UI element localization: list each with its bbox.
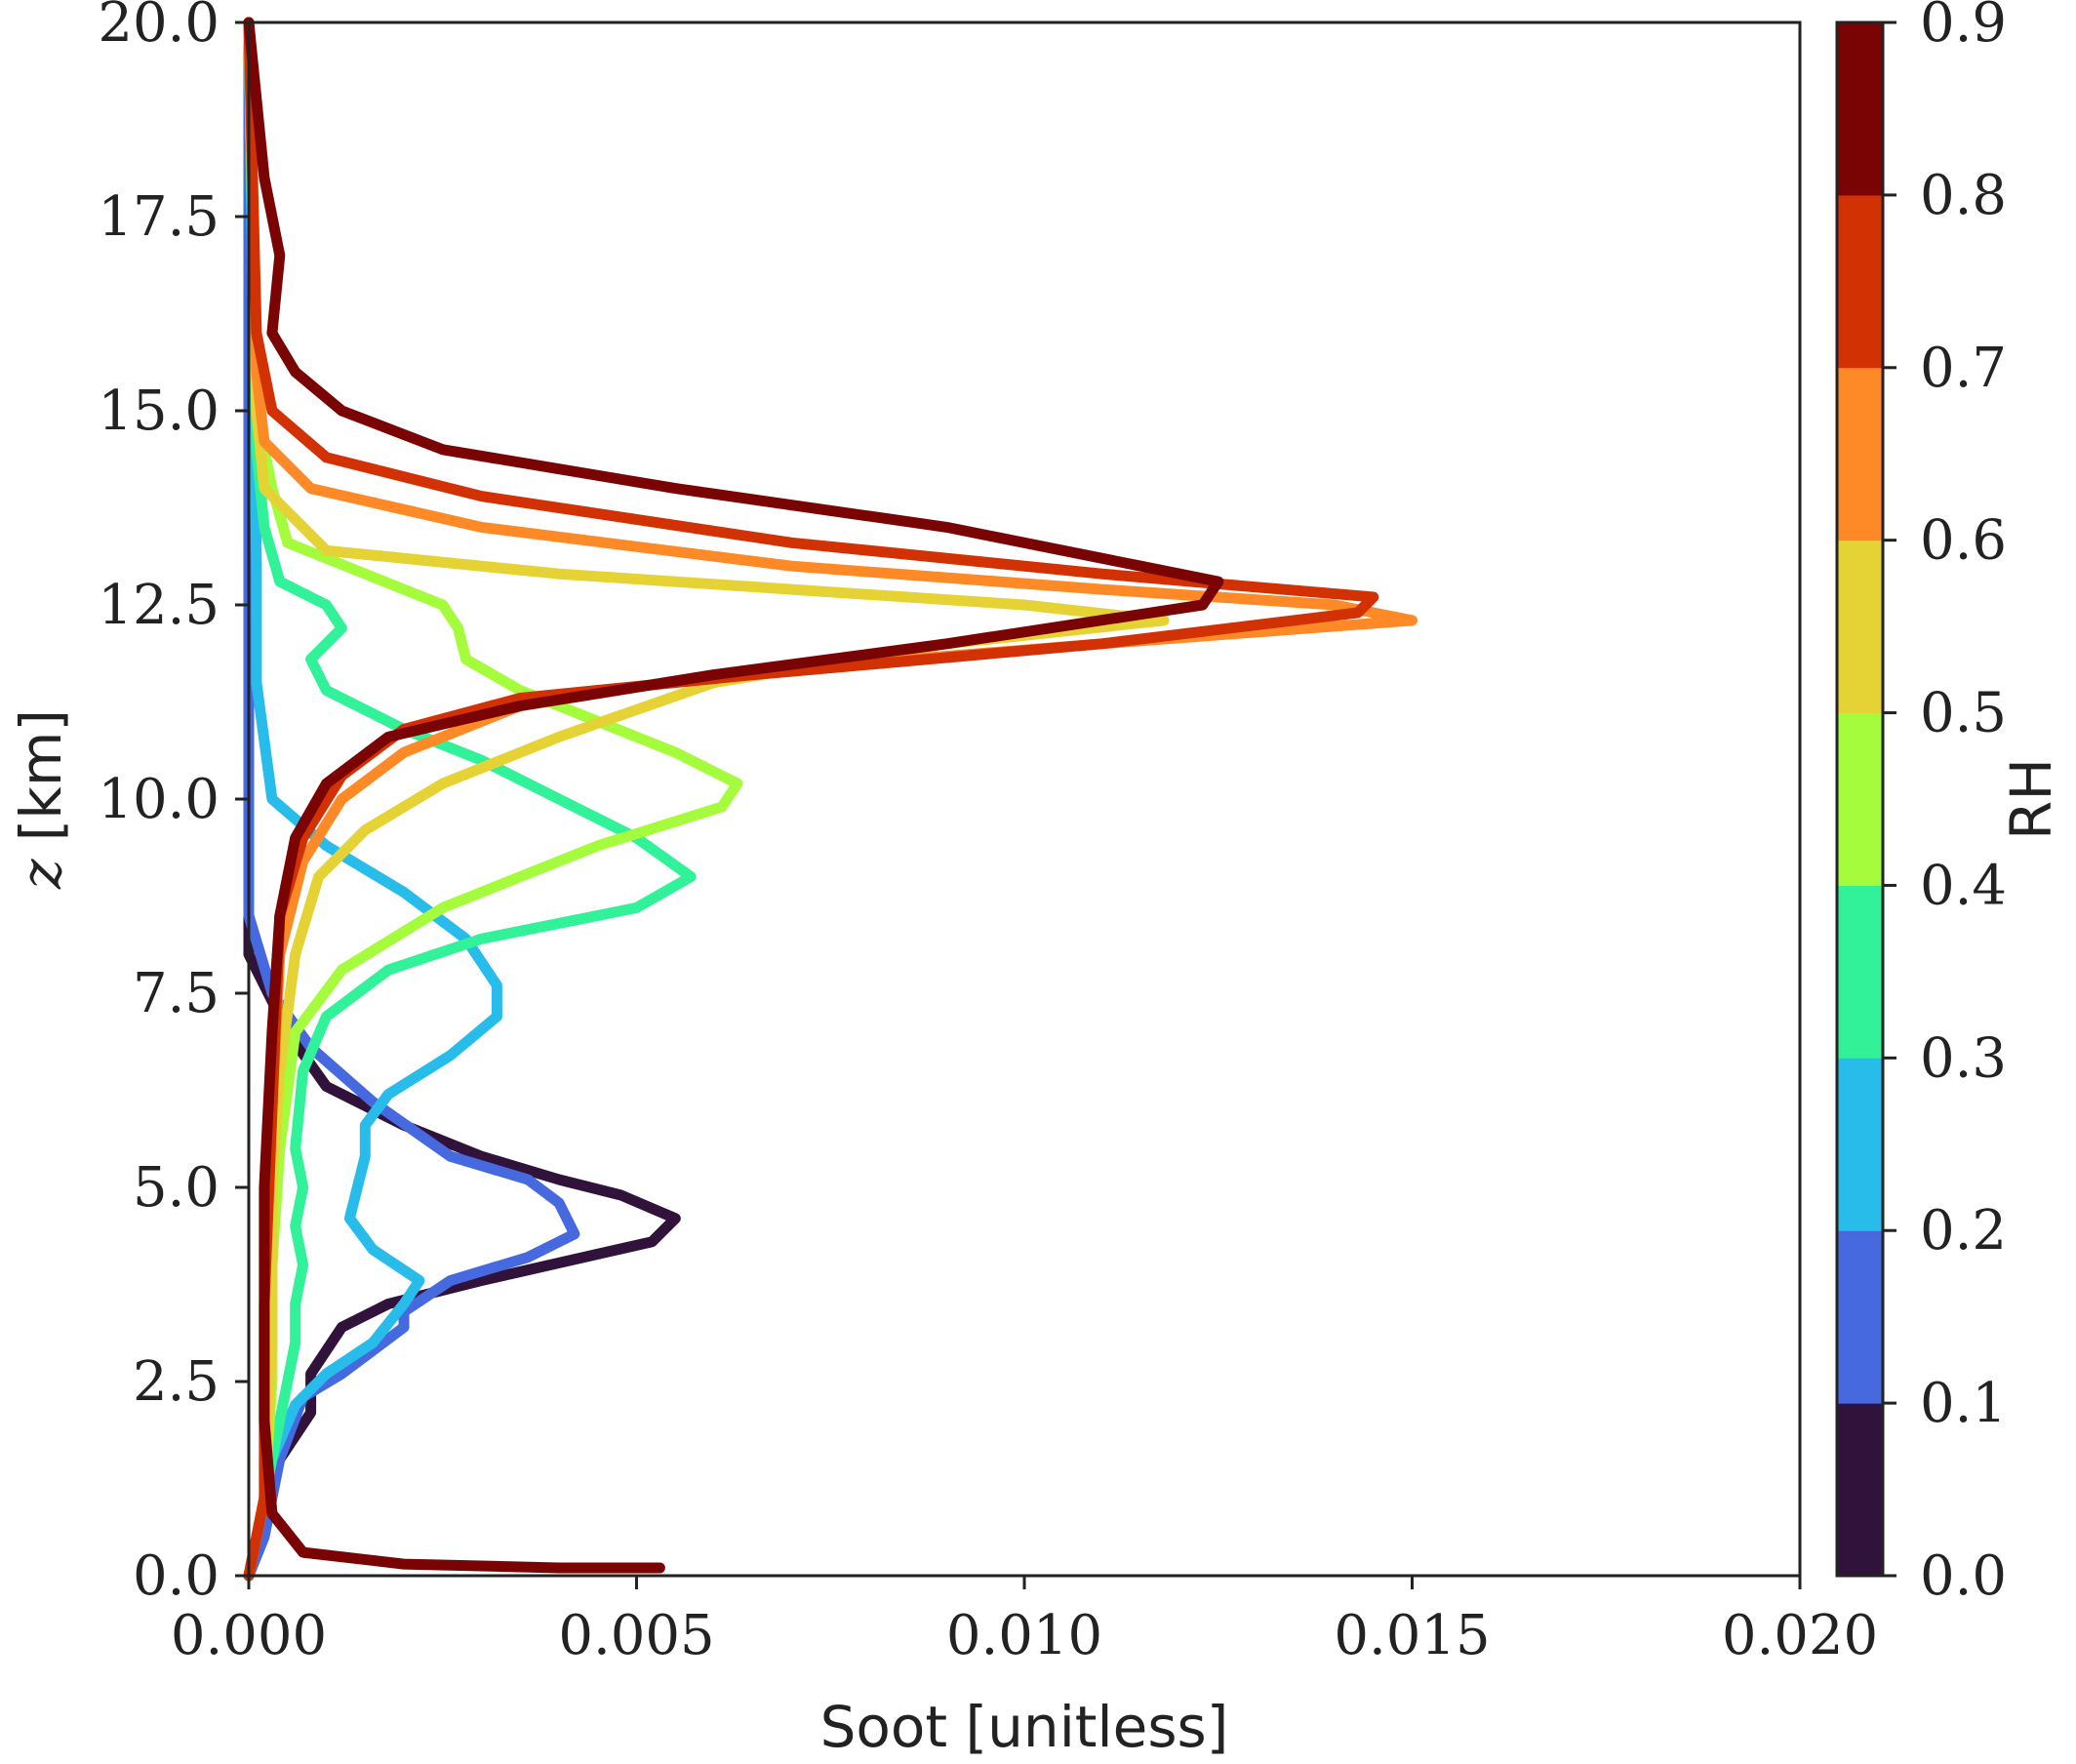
x-tick-label: 0.020	[1722, 1604, 1878, 1667]
y-axis-title-var: z	[8, 859, 74, 890]
y-axis-title: z [km]	[8, 709, 74, 890]
colorbar-tick-label: 0.3	[1920, 1026, 2007, 1090]
colorbar-segment	[1837, 367, 1883, 541]
x-tick-label: 0.010	[946, 1604, 1102, 1667]
series-line-8	[243, 17, 1224, 1574]
colorbar-segment	[1837, 22, 1883, 196]
y-tick-label: 2.5	[133, 1350, 220, 1414]
x-axis: 0.000 0.005 0.010 0.015 0.020	[171, 1576, 1878, 1667]
colorbar-segment	[1837, 540, 1883, 714]
y-tick-label: 12.5	[98, 574, 220, 637]
y-axis-title-unit: [km]	[8, 709, 74, 841]
colorbar-tick-label: 0.9	[1920, 0, 2007, 55]
colorbar-segment	[1837, 1403, 1883, 1577]
x-axis-title: Soot [unitless]	[820, 1694, 1229, 1760]
colorbar-tick-label: 0.4	[1920, 854, 2007, 917]
y-tick-label: 15.0	[98, 380, 220, 443]
colorbar-tick-label: 0.2	[1920, 1199, 2007, 1263]
series-line-0	[243, 17, 681, 1582]
y-tick-label: 10.0	[98, 768, 220, 831]
x-tick-label: 0.005	[558, 1604, 714, 1667]
colorbar-segment	[1837, 1058, 1883, 1231]
colorbar-segment	[1837, 885, 1883, 1059]
series-line-2	[243, 17, 502, 1582]
y-tick-label: 5.0	[133, 1156, 220, 1220]
y-axis: 0.0 2.5 5.0 7.5 10.0 12.5 15.0 17.5 20.0	[98, 0, 249, 1608]
y-tick-label: 7.5	[133, 962, 220, 1025]
colorbar: 0.0 0.1 0.2 0.3 0.4 0.5 0.6 0.7 0.8 0.9	[1835, 0, 2007, 1608]
y-tick-label: 17.5	[98, 185, 220, 249]
colorbar-title: RH	[1998, 758, 2064, 840]
colorbar-tick-label: 0.7	[1920, 337, 2007, 400]
series-layer	[243, 17, 1417, 1582]
x-tick-label: 0.015	[1334, 1604, 1490, 1667]
colorbar-tick-label: 0.1	[1920, 1372, 2007, 1435]
colorbar-tick-label: 0.5	[1920, 682, 2007, 745]
y-tick-label: 20.0	[98, 0, 220, 55]
colorbar-tick-label: 0.6	[1920, 509, 2007, 573]
colorbar-tick-label: 0.0	[1920, 1544, 2007, 1608]
colorbar-segment	[1837, 194, 1883, 369]
x-tick-label: 0.000	[171, 1604, 327, 1667]
y-tick-label: 0.0	[133, 1544, 220, 1608]
colorbar-segment	[1837, 1230, 1883, 1404]
colorbar-segment	[1837, 712, 1883, 886]
colorbar-frame	[1835, 20, 1885, 1578]
colorbar-tick-label: 0.8	[1920, 164, 2007, 227]
series-line-3	[243, 17, 697, 1582]
plot-frame	[247, 20, 1802, 1578]
